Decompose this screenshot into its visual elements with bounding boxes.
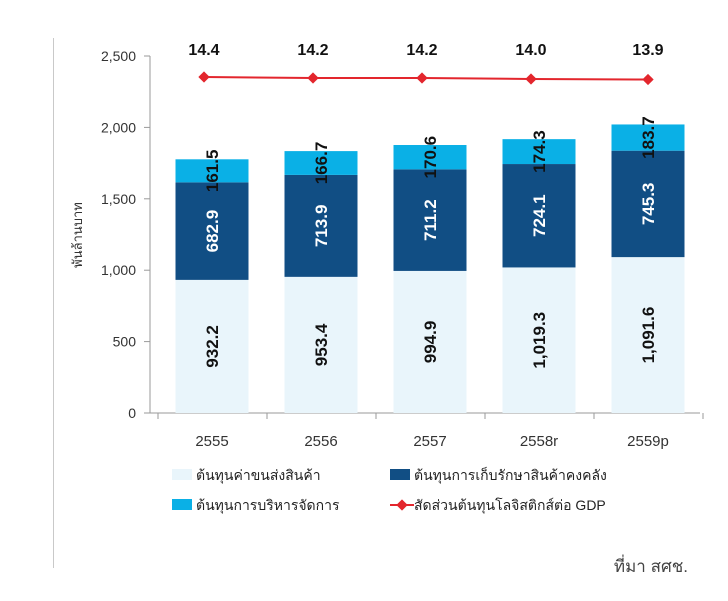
x-tick-label: 2558r — [520, 433, 558, 450]
gdp-ratio-label: 14.2 — [297, 42, 328, 59]
bar-segment — [284, 276, 358, 413]
bar-segment — [502, 139, 576, 165]
source-note: ที่มา สศช. — [613, 557, 688, 576]
bar-data-label: 953.4 — [312, 323, 331, 366]
legend-label: ต้นทุนการบริหารจัดการ — [196, 497, 340, 514]
legend-label: ต้นทุนการเก็บรักษาสินค้าคงคลัง — [414, 466, 607, 484]
x-tick-label: 2559p — [627, 433, 669, 450]
bar-data-label: 745.3 — [639, 183, 658, 226]
bar-segment — [502, 164, 576, 268]
bar-segment — [393, 145, 467, 170]
bar-data-label: 711.2 — [421, 199, 440, 241]
bar-segment — [284, 174, 358, 277]
gdp-ratio-marker — [642, 73, 654, 86]
legend-label: ต้นทุนค่าขนส่งสินค้า — [196, 467, 321, 484]
y-tick-label: 1,500 — [101, 191, 136, 207]
bar-segment — [393, 169, 467, 271]
bar-segment — [611, 124, 685, 151]
bar-data-label: 174.3 — [530, 130, 549, 173]
bar-data-label: 724.1 — [530, 194, 549, 237]
legend-marker — [396, 499, 408, 511]
legend-swatch — [390, 469, 410, 480]
bar-data-label: 170.6 — [421, 136, 440, 179]
legend-swatch — [172, 469, 192, 480]
bar-data-label: 994.9 — [421, 321, 440, 364]
gdp-ratio-marker — [198, 71, 210, 83]
bar-data-label: 1,019.3 — [530, 312, 549, 369]
legend-label: สัดส่วนต้นทุนโลจิสติกส์ต่อ GDP — [414, 497, 606, 514]
y-tick-label: 500 — [113, 334, 137, 350]
bar-segment — [175, 182, 249, 280]
gdp-ratio-marker — [416, 72, 428, 84]
bar-segment — [611, 150, 685, 258]
x-tick-label: 2556 — [304, 433, 337, 450]
bar-segment — [284, 151, 358, 175]
bar-segment — [175, 279, 249, 413]
bar-segment — [393, 270, 467, 413]
y-axis-title: พันล้านบาท — [70, 202, 85, 268]
y-tick-label: 0 — [128, 405, 136, 421]
bar-data-label: 932.2 — [203, 325, 222, 368]
y-tick-label: 2,500 — [101, 48, 136, 64]
gdp-ratio-marker — [525, 73, 537, 85]
gdp-ratio-label: 13.9 — [632, 42, 663, 59]
bar-data-label: 161.5 — [203, 150, 222, 193]
bar-segment — [502, 267, 576, 413]
bar-data-label: 713.9 — [312, 205, 331, 248]
bar-data-label: 166.7 — [312, 142, 331, 185]
gdp-ratio-label: 14.4 — [188, 42, 219, 59]
bar-data-label: 183.7 — [639, 116, 658, 159]
y-tick-label: 2,000 — [101, 119, 136, 135]
gdp-ratio-label: 14.2 — [406, 42, 437, 59]
bar-segment — [175, 159, 249, 183]
x-tick-label: 2557 — [413, 433, 446, 450]
gdp-ratio-label: 14.0 — [515, 42, 546, 59]
gdp-ratio-marker — [307, 72, 319, 84]
legend-swatch — [172, 499, 192, 510]
bar-segment — [611, 257, 685, 413]
x-tick-label: 2555 — [195, 433, 228, 450]
bar-data-label: 682.9 — [203, 210, 222, 253]
bar-data-label: 1,091.6 — [639, 307, 658, 364]
left-divider-line — [53, 38, 54, 568]
y-tick-label: 1,000 — [101, 262, 136, 278]
